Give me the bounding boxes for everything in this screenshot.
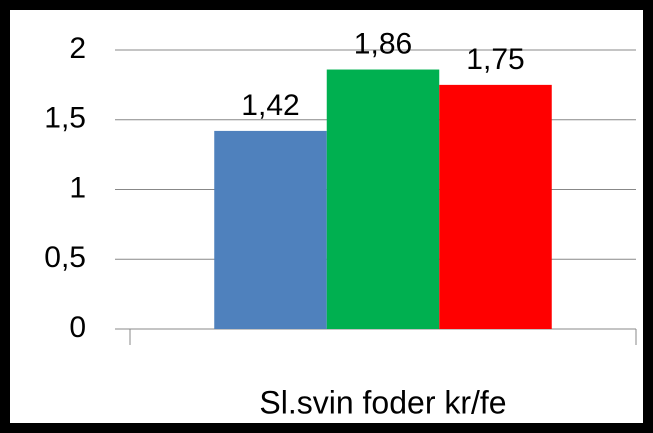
x-tick-label: Sl.svin foder kr/fe [259,384,506,420]
data-label: 1,42 [241,89,299,122]
y-tick-label: 0,5 [44,241,86,274]
data-label: 1,75 [466,43,524,76]
y-tick-label: 2 [69,32,86,65]
bar [214,130,327,329]
y-tick-label: 1,5 [44,102,86,135]
y-tick-label: 1 [69,171,86,204]
data-label: 1,86 [354,27,412,60]
bar [326,69,440,329]
bar [439,84,552,329]
y-tick-label: 0 [69,311,86,344]
